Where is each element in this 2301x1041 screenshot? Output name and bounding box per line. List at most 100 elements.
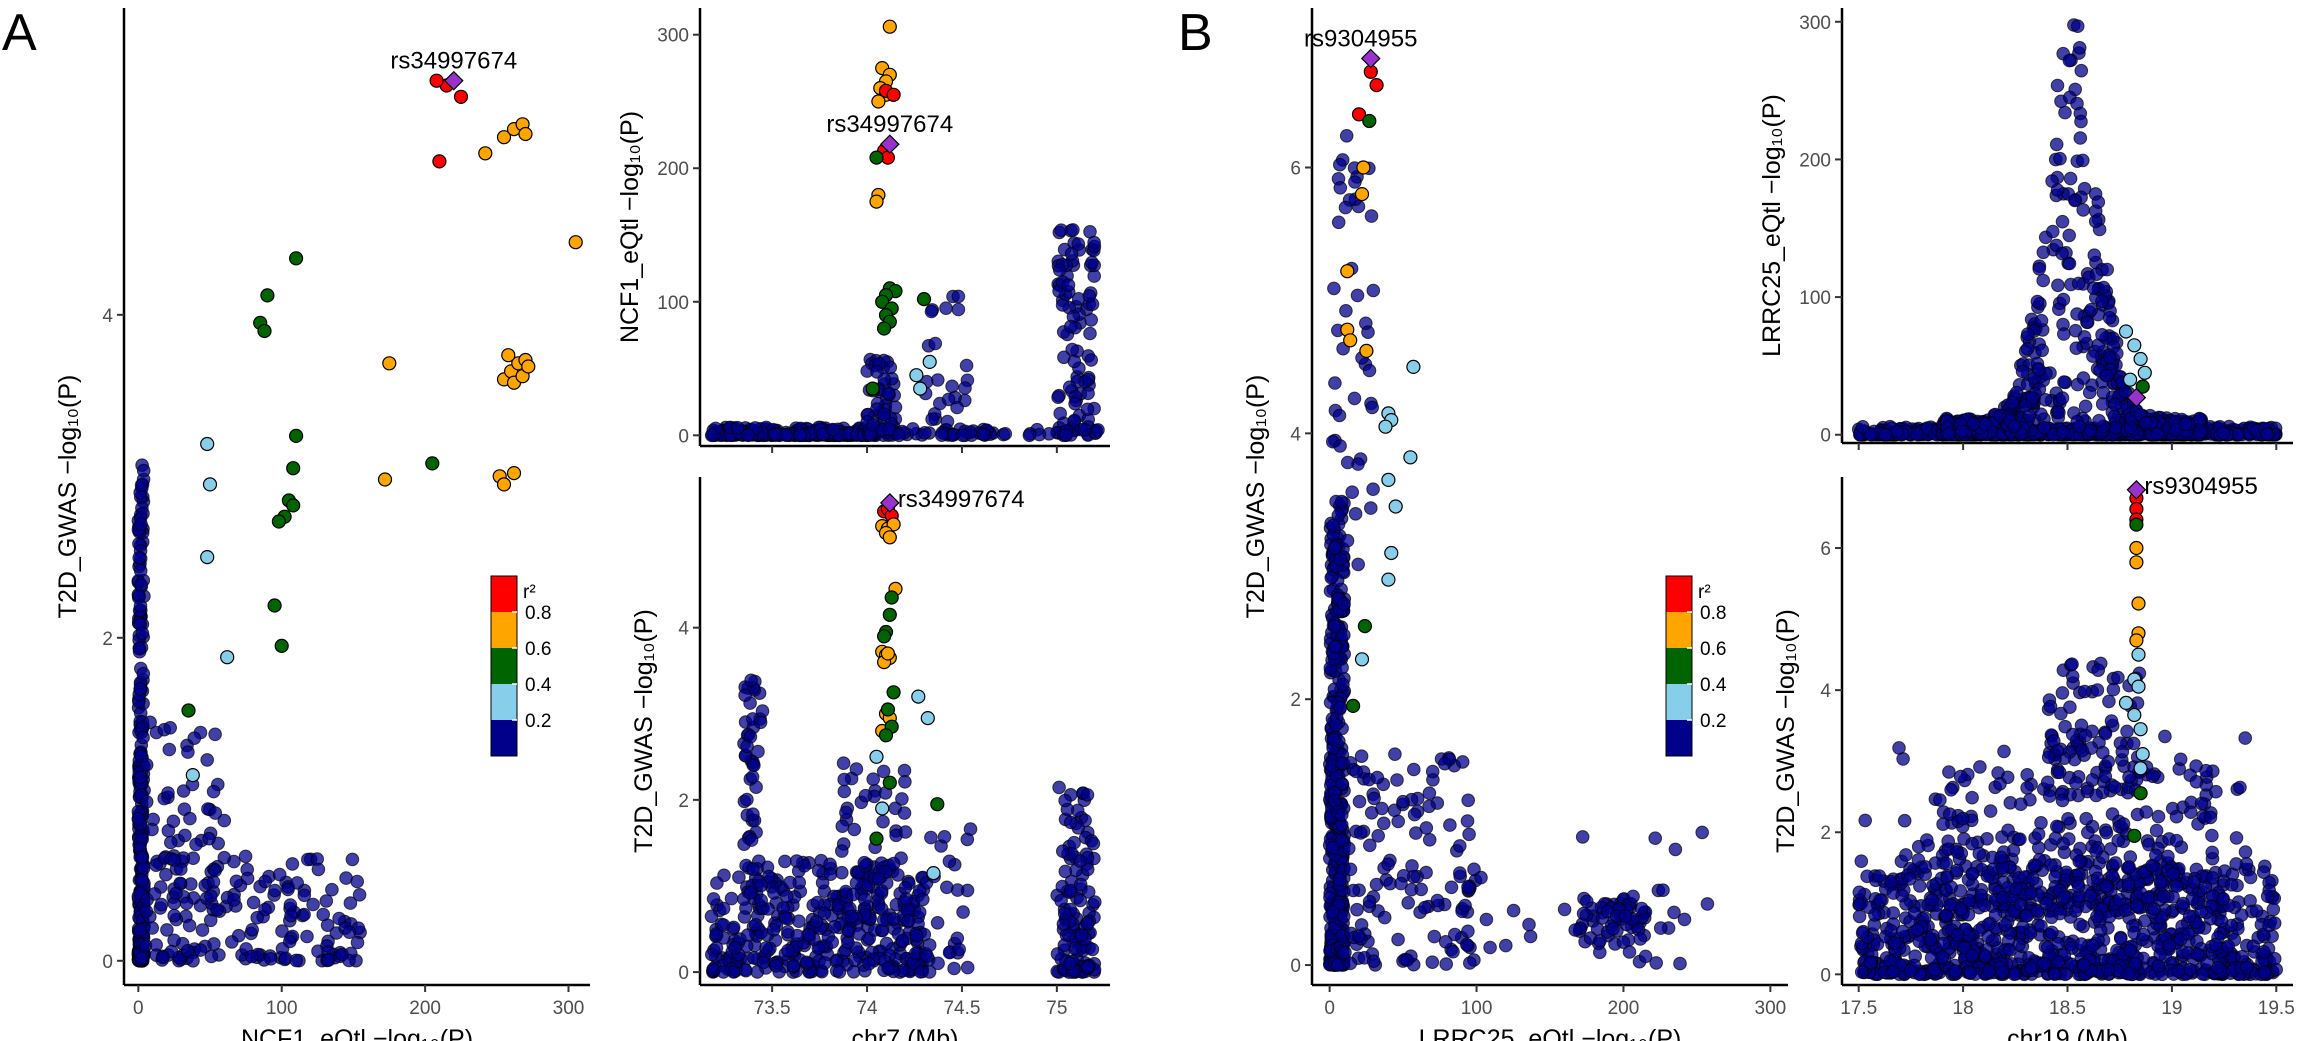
data-point bbox=[1340, 533, 1355, 548]
data-point bbox=[285, 857, 300, 871]
data-point bbox=[227, 893, 241, 907]
data-point bbox=[2062, 228, 2076, 243]
y-axis-title: NCF1_eQtl −log₁₀(P) bbox=[616, 111, 644, 343]
data-point bbox=[335, 947, 349, 962]
data-point bbox=[1330, 958, 1345, 972]
data-point bbox=[297, 888, 312, 903]
data-point bbox=[2214, 914, 2229, 929]
data-point bbox=[874, 884, 889, 898]
x-tick-label: 0 bbox=[133, 998, 144, 1019]
data-point bbox=[918, 426, 932, 440]
data-point bbox=[2072, 41, 2087, 55]
data-point bbox=[185, 767, 200, 783]
data-point bbox=[1353, 826, 1368, 840]
data-point bbox=[738, 688, 752, 703]
data-point bbox=[925, 412, 939, 427]
data-point bbox=[1895, 924, 1910, 939]
data-point bbox=[260, 288, 275, 303]
data-point bbox=[704, 909, 719, 924]
data-point bbox=[753, 715, 768, 730]
data-point bbox=[1364, 806, 1379, 820]
x-axis-title: chr7 (Mb) bbox=[852, 1025, 959, 1041]
data-point bbox=[1965, 866, 1980, 881]
data-point bbox=[810, 895, 825, 910]
data-point bbox=[862, 956, 876, 971]
data-point bbox=[880, 646, 896, 661]
data-point bbox=[1910, 923, 1925, 937]
data-point bbox=[501, 348, 516, 363]
data-point bbox=[2042, 789, 2057, 803]
data-point bbox=[2005, 395, 2020, 410]
data-point bbox=[704, 428, 719, 443]
data-point bbox=[876, 764, 891, 779]
data-point bbox=[2122, 860, 2136, 874]
data-point bbox=[931, 373, 945, 387]
data-point bbox=[1656, 883, 1670, 898]
data-point bbox=[1354, 652, 1370, 667]
data-point bbox=[1370, 770, 1385, 785]
data-point bbox=[844, 909, 859, 924]
data-point bbox=[1638, 949, 1653, 964]
data-point bbox=[848, 953, 862, 968]
data-point bbox=[1091, 423, 1105, 437]
data-point bbox=[783, 875, 797, 890]
data-point bbox=[2130, 899, 2144, 913]
data-point bbox=[2243, 870, 2258, 885]
data-point bbox=[1455, 755, 1470, 769]
data-point bbox=[206, 784, 221, 799]
data-point bbox=[1071, 237, 1086, 251]
data-point bbox=[924, 304, 939, 319]
data-point bbox=[183, 811, 197, 826]
data-point bbox=[163, 721, 177, 735]
data-point bbox=[1576, 906, 1591, 921]
data-point bbox=[289, 251, 304, 266]
data-point bbox=[145, 921, 159, 935]
data-point bbox=[2062, 53, 2077, 68]
data-point bbox=[922, 938, 937, 952]
data-point bbox=[1327, 619, 1342, 634]
data-point bbox=[1347, 391, 1362, 406]
data-point bbox=[319, 894, 334, 908]
data-point bbox=[2095, 397, 2110, 411]
data-point bbox=[164, 835, 178, 850]
data-point bbox=[1077, 423, 1092, 437]
data-point bbox=[1695, 825, 1709, 840]
y-axis-title: T2D_GWAS −log₁₀(P) bbox=[1242, 375, 1270, 619]
data-point bbox=[1593, 934, 1607, 948]
data-point bbox=[1430, 893, 1445, 908]
y-tick-label: 100 bbox=[1799, 288, 1831, 309]
data-point bbox=[2082, 385, 2097, 400]
data-point bbox=[1957, 832, 1971, 846]
data-point bbox=[1064, 319, 1078, 334]
snp-annotation: rs9304955 bbox=[1304, 26, 1417, 53]
data-point bbox=[2208, 937, 2223, 952]
data-point bbox=[1348, 507, 1363, 521]
y-tick-label: 2 bbox=[678, 791, 689, 812]
data-point bbox=[160, 923, 174, 937]
data-point bbox=[2095, 294, 2109, 309]
data-point bbox=[898, 825, 913, 839]
data-point bbox=[786, 959, 801, 973]
data-point bbox=[858, 892, 872, 907]
data-point bbox=[1061, 928, 1076, 942]
data-point bbox=[1868, 908, 1882, 922]
snp-annotation: rs34997674 bbox=[390, 48, 517, 75]
data-point bbox=[2046, 224, 2060, 239]
data-point bbox=[2205, 828, 2219, 843]
data-point bbox=[882, 607, 897, 622]
x-tick-label: 0 bbox=[1324, 998, 1335, 1019]
data-point bbox=[1406, 359, 1421, 374]
y-tick-label: 200 bbox=[657, 159, 689, 180]
data-point bbox=[1328, 376, 1342, 390]
data-point bbox=[709, 941, 724, 955]
data-point bbox=[1878, 427, 1893, 442]
data-point bbox=[2153, 947, 2167, 962]
data-point bbox=[2021, 327, 2035, 341]
data-point bbox=[1506, 903, 1521, 918]
data-point bbox=[1369, 77, 1384, 93]
data-point bbox=[1400, 953, 1414, 967]
data-point bbox=[147, 887, 162, 901]
data-point bbox=[1438, 935, 1453, 949]
data-point bbox=[841, 935, 855, 950]
